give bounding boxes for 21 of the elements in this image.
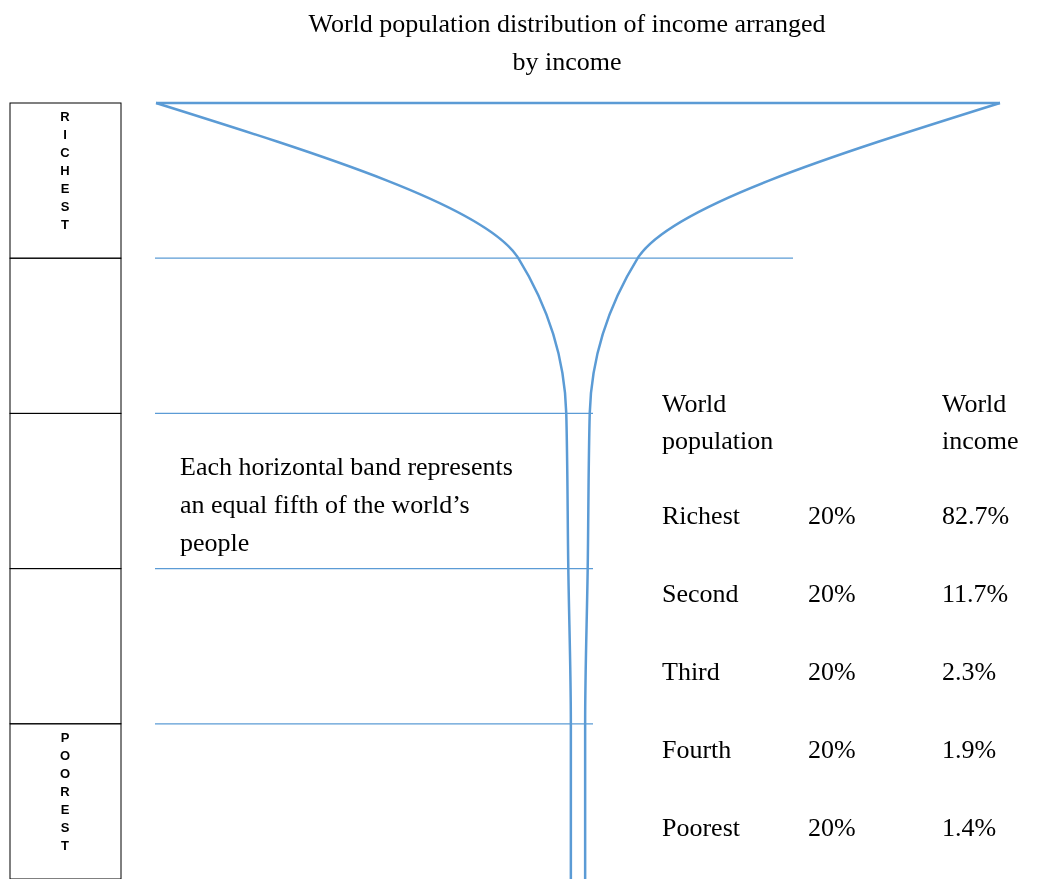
text: POOREST [59,729,71,853]
text: RICHEST [60,109,71,232]
data-label: 1.9% [942,735,997,764]
data-label: 20% [808,657,856,686]
data-label: 82.7% [942,501,1010,530]
category-label: Fourth [662,735,732,764]
text: World population distribution of income arranged by income [308,9,826,76]
text: World income [942,389,1019,455]
data-label: 20% [808,813,856,842]
data-label: 20% [808,501,856,530]
category-label: Poorest [662,813,741,842]
data-label: 11.7% [942,579,1009,608]
text: Each horizontal band represents an equal fifth of the world’s people [180,452,513,557]
data-label: 20% [808,579,856,608]
data-label: 2.3% [942,657,997,686]
category-label: Third [662,657,720,686]
data-label: 20% [808,735,856,764]
category-label: Second [662,579,739,608]
data-label: 1.4% [942,813,997,842]
category-label: Richest [662,501,741,530]
text: World population [662,389,774,455]
